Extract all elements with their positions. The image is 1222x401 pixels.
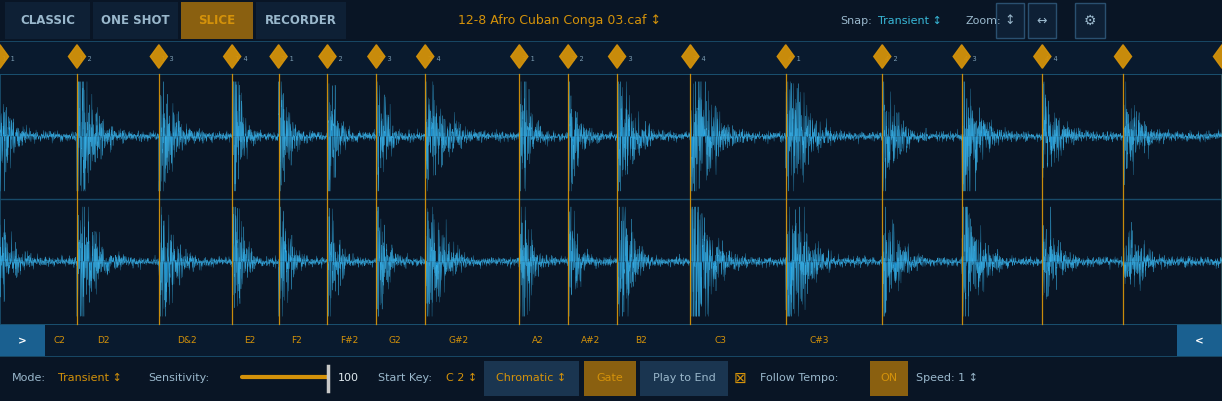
Bar (1177, 324, 1222, 356)
Polygon shape (777, 46, 794, 69)
Polygon shape (874, 46, 891, 69)
FancyBboxPatch shape (5, 3, 90, 40)
Polygon shape (609, 46, 626, 69)
Text: ⊠: ⊠ (733, 370, 747, 385)
Text: C#3: C#3 (810, 336, 830, 344)
Polygon shape (1114, 46, 1132, 69)
Text: C3: C3 (714, 336, 726, 344)
Text: Chromatic ↕: Chromatic ↕ (496, 373, 567, 383)
Text: Play to End: Play to End (653, 373, 715, 383)
Text: 1 1: 1 1 (2, 56, 15, 62)
Text: 2 3: 2 3 (379, 56, 391, 62)
FancyBboxPatch shape (255, 3, 346, 40)
Text: Zoom:: Zoom: (965, 16, 1001, 26)
Text: RECORDER: RECORDER (265, 14, 337, 27)
FancyBboxPatch shape (93, 3, 178, 40)
Text: 3 2: 3 2 (571, 56, 583, 62)
FancyBboxPatch shape (1075, 4, 1105, 39)
Polygon shape (68, 46, 86, 69)
Polygon shape (511, 46, 528, 69)
Text: 4 3: 4 3 (964, 56, 976, 62)
Text: CLASSIC: CLASSIC (20, 14, 75, 27)
Text: 3 3: 3 3 (620, 56, 632, 62)
Text: 12-8 Afro Cuban Conga 03.caf ↕: 12-8 Afro Cuban Conga 03.caf ↕ (458, 14, 661, 27)
Text: Speed: 1 ↕: Speed: 1 ↕ (916, 373, 978, 383)
Text: A2: A2 (532, 336, 544, 344)
Polygon shape (953, 46, 970, 69)
Polygon shape (368, 46, 385, 69)
FancyBboxPatch shape (584, 361, 635, 395)
Polygon shape (682, 46, 699, 69)
Text: ↔: ↔ (1036, 14, 1047, 27)
FancyBboxPatch shape (870, 361, 908, 395)
Text: ONE SHOT: ONE SHOT (101, 14, 170, 27)
FancyBboxPatch shape (484, 361, 579, 395)
Polygon shape (319, 46, 336, 69)
Text: Follow Tempo:: Follow Tempo: (760, 373, 838, 383)
Text: G2: G2 (389, 336, 401, 344)
Polygon shape (1034, 46, 1051, 69)
Bar (0, 43, 1222, 75)
FancyBboxPatch shape (996, 4, 1024, 39)
Text: 3 1: 3 1 (522, 56, 534, 62)
Text: 2 2: 2 2 (330, 56, 342, 62)
Text: F#2: F#2 (340, 336, 358, 344)
Polygon shape (270, 46, 287, 69)
Text: Snap:: Snap: (840, 16, 871, 26)
Text: G#2: G#2 (448, 336, 469, 344)
FancyBboxPatch shape (1028, 4, 1056, 39)
Polygon shape (1213, 46, 1222, 69)
FancyBboxPatch shape (640, 361, 728, 395)
Text: 1 3: 1 3 (161, 56, 174, 62)
Text: F2: F2 (291, 336, 302, 344)
Polygon shape (224, 46, 241, 69)
Bar (0, 324, 1222, 356)
Text: 4 1: 4 1 (788, 56, 800, 62)
Polygon shape (0, 46, 9, 69)
Text: 100: 100 (338, 373, 359, 383)
Text: D2: D2 (98, 336, 110, 344)
Text: Transient ↕: Transient ↕ (877, 16, 942, 26)
Text: 4 4: 4 4 (1045, 56, 1057, 62)
Text: Sensitivity:: Sensitivity: (148, 373, 209, 383)
Text: SLICE: SLICE (198, 14, 236, 27)
Text: ON: ON (880, 373, 898, 383)
Text: 4 2: 4 2 (885, 56, 897, 62)
Text: Gate: Gate (596, 373, 623, 383)
Polygon shape (417, 46, 434, 69)
Text: ⚙: ⚙ (1084, 14, 1096, 28)
Text: Transient ↕: Transient ↕ (57, 373, 122, 383)
Text: E2: E2 (244, 336, 255, 344)
Text: D&2: D&2 (177, 336, 197, 344)
FancyBboxPatch shape (181, 3, 253, 40)
Text: ↕: ↕ (1004, 14, 1015, 27)
Text: Start Key:: Start Key: (378, 373, 433, 383)
Text: <: < (1195, 335, 1204, 345)
Bar (0, 324, 45, 356)
Text: B2: B2 (635, 336, 648, 344)
Polygon shape (150, 46, 167, 69)
Text: C 2 ↕: C 2 ↕ (446, 373, 478, 383)
Text: >: > (18, 335, 27, 345)
Text: C2: C2 (54, 336, 65, 344)
Text: 1 2: 1 2 (79, 56, 92, 62)
Text: Mode:: Mode: (12, 373, 46, 383)
Text: 2 4: 2 4 (428, 56, 440, 62)
Text: 3 4: 3 4 (693, 56, 705, 62)
Text: 2 1: 2 1 (281, 56, 293, 62)
Text: A#2: A#2 (580, 336, 600, 344)
Polygon shape (560, 46, 577, 69)
Text: 1 4: 1 4 (235, 56, 247, 62)
